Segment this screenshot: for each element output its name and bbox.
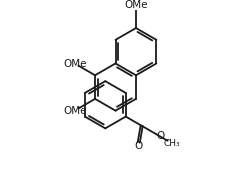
Text: CH₃: CH₃: [164, 139, 181, 148]
Text: O: O: [134, 141, 142, 151]
Text: OMe: OMe: [63, 106, 87, 115]
Text: OMe: OMe: [63, 59, 87, 69]
Text: O: O: [156, 131, 164, 141]
Text: OMe: OMe: [124, 0, 148, 10]
